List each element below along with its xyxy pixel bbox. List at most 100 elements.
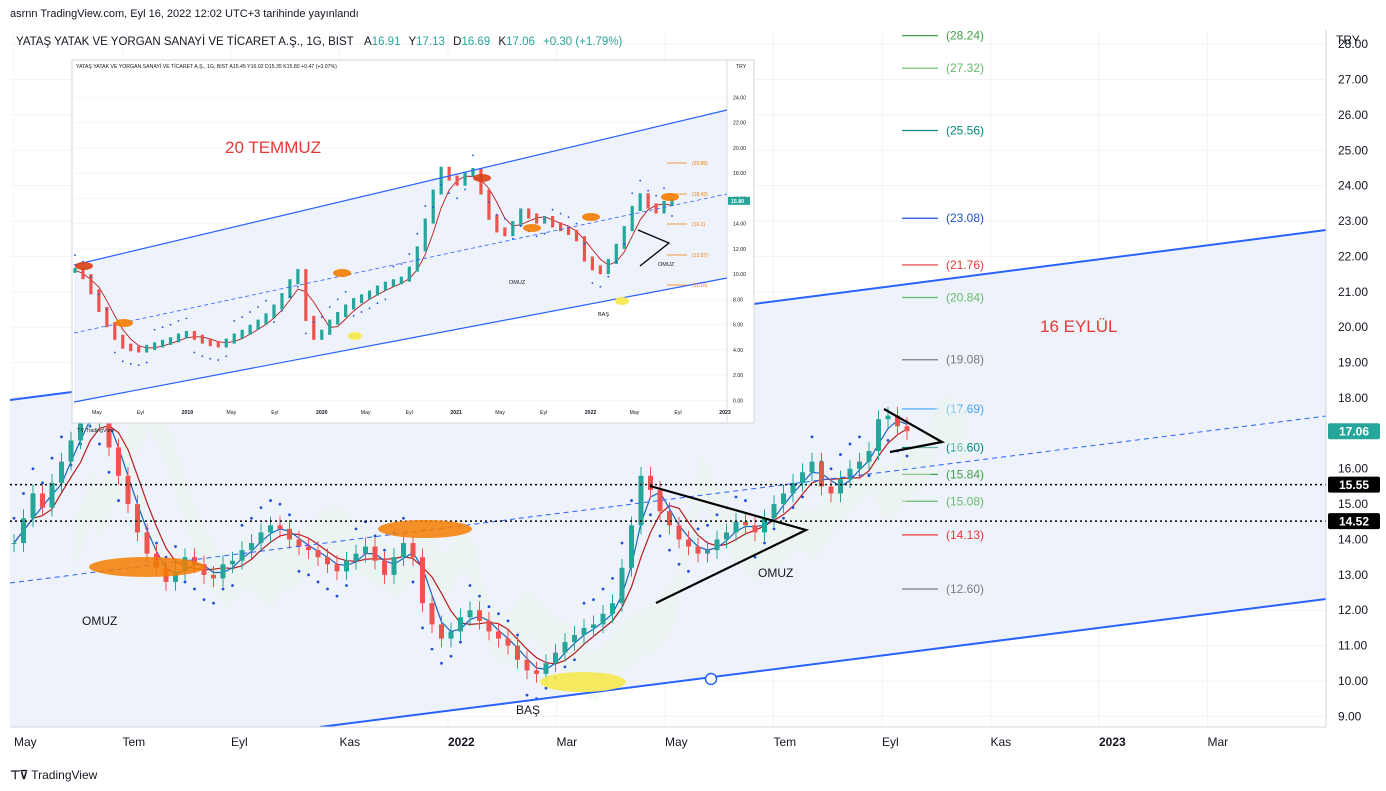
tradingview-brand[interactable]: ⊤⊽ TradingView — [10, 768, 97, 782]
fib-level-label: (15.84) — [946, 467, 984, 481]
legend-close-label: K — [498, 36, 506, 48]
sar-dot — [734, 495, 738, 499]
sar-dot — [905, 454, 909, 458]
sar-dot — [506, 619, 510, 623]
sar-dot — [563, 665, 567, 669]
price-tick-label: 26.00 — [1338, 108, 1368, 122]
price-tick-label: 21.00 — [1338, 285, 1368, 299]
inset-sar-dot — [368, 307, 371, 310]
orange-marker-neckline — [378, 520, 472, 538]
inset-fib-label: (18.42) — [692, 192, 708, 198]
inset-sar-dot — [631, 192, 634, 195]
inset-candle — [630, 205, 634, 232]
sar-dot — [60, 435, 63, 439]
inset-sar-dot — [312, 321, 315, 324]
inset-price-tick-label: 6.00 — [733, 323, 743, 329]
inset-sar-dot — [201, 355, 204, 358]
inset-time-tick-label: May — [92, 410, 102, 416]
inset-candle — [97, 289, 101, 313]
inset-price-tick-label: 18.00 — [733, 171, 746, 177]
price-tick-label: 10.00 — [1338, 674, 1368, 688]
inset-sar-dot — [535, 235, 538, 238]
candle-body — [781, 493, 786, 505]
inset-sar-dot — [328, 306, 331, 308]
triangle-pattern-large — [649, 484, 810, 604]
candle-body — [173, 571, 178, 582]
time-tick-label: Eyl — [231, 735, 248, 749]
candle-body — [144, 532, 150, 554]
inset-sar-dot — [153, 328, 156, 331]
sar-dot — [155, 541, 158, 545]
candle-body — [296, 539, 302, 547]
inset-candle — [375, 285, 380, 296]
time-tick-label: Kas — [991, 735, 1012, 749]
candle-body — [486, 620, 492, 632]
candle-body — [790, 482, 796, 494]
sar-dot — [573, 658, 576, 662]
inset-orange-marker — [661, 193, 679, 201]
inset-sar-dot — [336, 298, 339, 301]
main-chart[interactable]: (28.24) (27.32) (25.56) (23.08) (21.76) (20.8… — [9, 29, 1386, 760]
price-tick-label: 9.00 — [1338, 709, 1362, 723]
sar-dot — [383, 548, 386, 552]
inset-candle — [558, 222, 563, 232]
price-labels: 17.06 15.55 14.52 — [1328, 423, 1380, 530]
price-tick-label: 22.00 — [1338, 249, 1368, 263]
inset-sar-dot — [488, 201, 490, 204]
inset-sar-dot — [567, 216, 570, 219]
inset-candle — [352, 298, 356, 310]
time-axis[interactable] — [10, 726, 1386, 760]
inset-price-tick-label: 0.00 — [733, 398, 743, 404]
inset-candle — [113, 322, 117, 340]
inset-yellow-marker — [348, 332, 362, 340]
candle-body — [800, 472, 805, 483]
inset-grid: 24.0022.0020.0018.0016.0014.0012.0010.00… — [74, 60, 746, 423]
sar-dot — [649, 513, 652, 517]
candle-body — [30, 493, 36, 519]
candle-body — [771, 504, 777, 519]
inset-orange-marker — [333, 269, 351, 277]
candle-body — [904, 426, 910, 432]
inset-candle — [296, 269, 300, 285]
inset-sar-dot — [217, 359, 220, 361]
channel-lower-line — [319, 598, 1327, 728]
sar-dot — [620, 541, 624, 545]
candle-body — [686, 539, 691, 547]
candle-body — [619, 567, 625, 604]
inset-sar-dot — [145, 361, 148, 364]
inset-candle — [495, 214, 499, 233]
inset-candle — [423, 218, 427, 252]
inset-sar-dot — [97, 293, 100, 296]
candle-body — [21, 518, 26, 544]
price-axis[interactable] — [1325, 30, 1386, 727]
sar-dot — [886, 439, 890, 442]
inset-price-tick-label: 22.00 — [733, 121, 746, 127]
published-header: asrnn TradingView.com, Eyl 16, 2022 12:0… — [0, 0, 1386, 30]
sar-dot — [516, 633, 519, 637]
chart-svg[interactable]: (28.24) (27.32) (25.56) (23.08) (21.76) (20.8… — [9, 29, 1386, 760]
inset-sar-dot — [647, 189, 650, 192]
inset-candle — [176, 333, 181, 343]
sar-dot — [421, 626, 424, 630]
fib-level-label: (16.60) — [946, 440, 984, 454]
inset-sar-dot — [137, 364, 140, 366]
candle-body — [230, 560, 235, 565]
sar-dot — [611, 577, 614, 580]
inset-channel-fill — [74, 110, 727, 402]
inset-sar-dot — [177, 319, 180, 322]
inset-candle — [614, 243, 618, 265]
inset-sar-dot — [384, 298, 387, 301]
candle-body — [211, 574, 216, 579]
inset-candle — [160, 339, 165, 348]
candle-body — [524, 659, 530, 671]
annotation-16-eylul: 16 EYLÜL — [1040, 317, 1118, 336]
price-tick-label: 19.00 — [1338, 356, 1368, 370]
inset-channel-upper — [73, 109, 728, 266]
inset-sar-dot — [169, 323, 172, 326]
candle-body — [277, 525, 283, 529]
sar-dot — [487, 605, 491, 609]
sar-dot — [231, 584, 234, 587]
inset-candle — [336, 312, 340, 325]
inset-sar-dot — [296, 285, 299, 288]
inset-chart[interactable]: 24.0022.0020.0018.0016.0014.0012.0010.00… — [71, 59, 755, 434]
